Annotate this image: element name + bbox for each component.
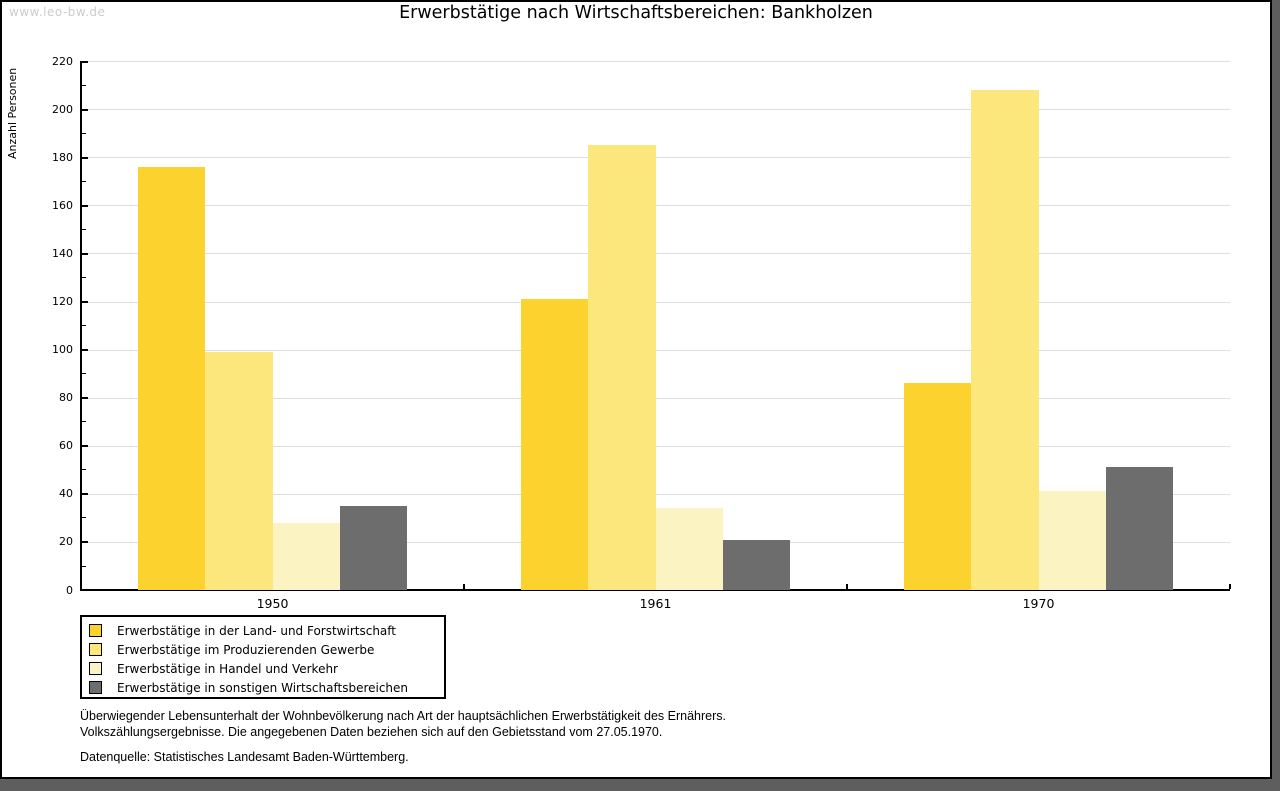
y-major-tick-80 (82, 397, 88, 400)
y-minor-tick-90 (82, 373, 86, 375)
y-tick-label-220: 220 (52, 54, 73, 68)
y-tick-label-0: 0 (66, 583, 73, 597)
x-boundary-tick-2 (846, 584, 848, 589)
legend-label-4: Erwerbstätige in sonstigen Wirtschaftsbe… (117, 680, 409, 695)
chart-window: www.leo-bw.de Erwerbstätige nach Wirtsch… (0, 0, 1272, 779)
y-tick-label-60: 60 (59, 439, 73, 453)
y-major-tick-100 (82, 349, 88, 351)
gridline-200 (82, 109, 1230, 111)
legend-swatch-4 (89, 681, 102, 694)
y-major-tick-160 (82, 204, 88, 207)
bar-1961-series3 (655, 508, 723, 590)
bar-1950-series3 (272, 522, 340, 590)
y-axis-line (80, 61, 82, 590)
x-axis-line (80, 589, 1230, 591)
legend-row-1: Erwerbstätige in der Land- und Forstwirt… (89, 621, 444, 640)
y-tick-label-40: 40 (59, 487, 73, 501)
bar-1950-series2 (205, 351, 273, 590)
gridline-100 (82, 349, 1230, 351)
gridline-160 (82, 205, 1230, 207)
bar-1950-series4 (339, 505, 408, 590)
legend-row-4: Erwerbstätige in sonstigen Wirtschaftsbe… (89, 678, 444, 697)
gridline-180 (82, 157, 1230, 159)
y-tick-label-80: 80 (59, 391, 73, 405)
x-boundary-tick-3 (1229, 584, 1231, 589)
y-tick-label-120: 120 (52, 295, 73, 308)
legend-label-1: Erwerbstätige in der Land- und Forstwirt… (117, 623, 396, 638)
y-minor-tick-170 (82, 180, 86, 182)
y-minor-tick-150 (82, 228, 86, 230)
footnote-text: Überwiegender Lebensunterhalt der Wohnbe… (80, 709, 726, 740)
legend-swatch-1 (89, 624, 102, 637)
gridline-120 (82, 301, 1230, 303)
y-minor-tick-110 (82, 325, 86, 326)
y-tick-label-180: 180 (52, 150, 73, 164)
gridline-140 (82, 253, 1230, 255)
bar-1970-series4 (1105, 467, 1174, 590)
y-minor-tick-190 (82, 132, 86, 134)
bar-1970-series3 (1038, 491, 1106, 590)
legend-box: Erwerbstätige in der Land- und Forstwirt… (80, 615, 446, 699)
gridline-220 (82, 61, 1230, 62)
legend-swatch-3 (89, 662, 102, 675)
x-category-label-1970: 1970 (1022, 596, 1055, 611)
y-minor-tick-210 (82, 84, 86, 86)
y-major-tick-20 (82, 541, 88, 544)
y-major-tick-40 (82, 493, 88, 496)
y-minor-tick-70 (82, 421, 86, 423)
gridline-80 (82, 397, 1230, 399)
watermark-logo: www.leo-bw.de (9, 5, 106, 19)
legend-row-2: Erwerbstätige im Produzierenden Gewerbe (89, 640, 444, 659)
legend-label-2: Erwerbstätige im Produzierenden Gewerbe (117, 642, 375, 657)
y-tick-label-100: 100 (52, 343, 73, 356)
y-tick-label-160: 160 (52, 198, 73, 212)
bar-1970-series2 (971, 89, 1039, 590)
bar-1950-series1 (138, 166, 206, 590)
y-minor-tick-30 (82, 517, 86, 519)
y-major-tick-120 (82, 301, 88, 303)
y-minor-tick-50 (82, 469, 86, 471)
footnote-line-2: Volkszählungsergebnisse. Die angegebenen… (80, 724, 663, 739)
bar-1961-series4 (722, 539, 791, 590)
chart-title: Erwerbstätige nach Wirtschaftsbereichen:… (399, 3, 873, 23)
y-tick-label-20: 20 (59, 535, 73, 549)
legend-row-3: Erwerbstätige in Handel und Verkehr (89, 659, 444, 678)
x-boundary-tick-1 (463, 584, 465, 589)
y-major-tick-220 (82, 60, 88, 63)
plot-area: 0 20 40 60 80 100 120 140 160 180 200 220 1950 1961 19… (52, 54, 1231, 611)
y-major-tick-60 (82, 445, 88, 448)
legend-swatch-2 (89, 643, 102, 656)
y-minor-tick-130 (82, 276, 86, 278)
gridline-40 (82, 493, 1230, 495)
footnote-line-1: Überwiegender Lebensunterhalt der Wohnbe… (80, 709, 726, 723)
bar-1961-series1 (521, 299, 589, 590)
y-major-tick-200 (82, 108, 88, 111)
y-minor-tick-10 (82, 565, 86, 567)
x-category-label-1961: 1961 (639, 596, 672, 611)
y-major-tick-140 (82, 252, 88, 255)
x-category-label-1950: 1950 (256, 596, 289, 611)
gridline-60 (82, 445, 1230, 447)
y-tick-label-140: 140 (52, 246, 73, 260)
bar-1961-series2 (588, 145, 656, 590)
legend-label-3: Erwerbstätige in Handel und Verkehr (117, 661, 338, 676)
y-tick-label-200: 200 (52, 102, 73, 116)
bar-1970-series1 (904, 383, 972, 590)
y-major-tick-180 (82, 156, 88, 159)
data-source-text: Datenquelle: Statistisches Landesamt Bad… (80, 750, 409, 764)
